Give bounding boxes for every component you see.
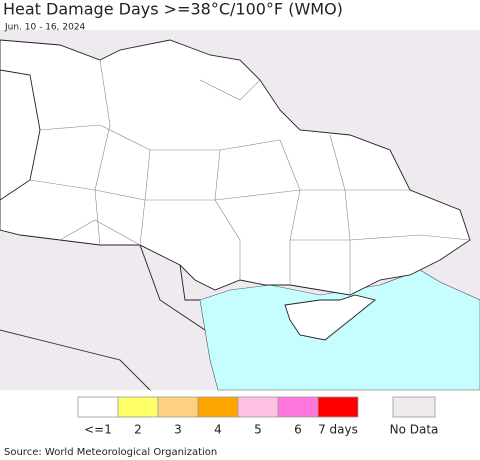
legend-swatch: [197, 396, 239, 418]
legend-label: <=1: [84, 423, 112, 437]
country-region: [0, 39, 471, 296]
peninsula-region: [284, 294, 376, 341]
legend-label: 3: [174, 423, 182, 437]
legend-label: 4: [214, 423, 222, 437]
internal-borders: [29, 59, 471, 295]
legend-swatch: [237, 396, 279, 418]
legend: <=1 2 3 4 5 6 7 days No Data: [77, 396, 439, 437]
legend-swatch: [277, 396, 319, 418]
neighbor-borders: [0, 69, 206, 391]
source-note: Source: World Meteorological Organizatio…: [4, 447, 217, 458]
map-subtitle: Jun. 10 - 16, 2024: [4, 23, 86, 33]
legend-swatch: [157, 396, 199, 418]
legend-swatch: [77, 396, 119, 418]
legend-swatch: [392, 396, 436, 418]
legend-label: 7 days: [318, 423, 358, 437]
legend-swatch: [117, 396, 159, 418]
legend-label: 6: [294, 423, 302, 437]
legend-label: 2: [134, 423, 142, 437]
map-title: Heat Damage Days >=38°C/100°F (WMO): [3, 0, 343, 19]
legend-label: No Data: [390, 423, 439, 437]
legend-label: 5: [254, 423, 262, 437]
legend-swatch: [317, 396, 359, 418]
